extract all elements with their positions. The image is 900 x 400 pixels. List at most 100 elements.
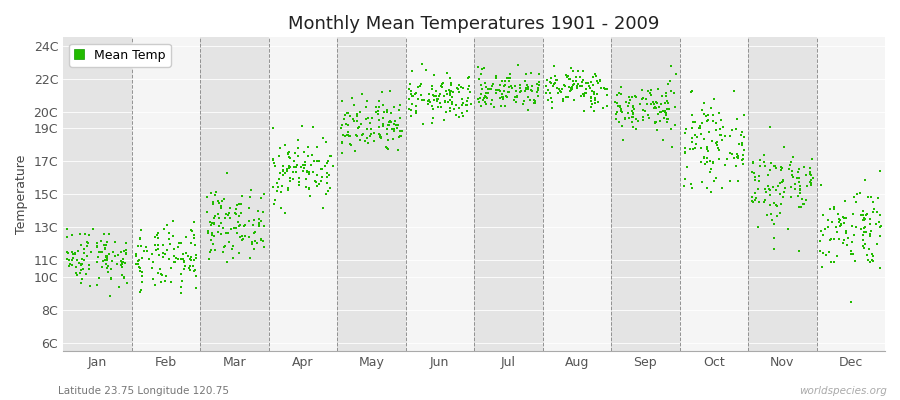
Point	[375, 121, 390, 128]
Point	[382, 118, 397, 124]
Point	[661, 116, 675, 122]
Point	[495, 91, 509, 98]
Point	[236, 236, 250, 242]
Point	[799, 197, 814, 204]
Point	[802, 164, 816, 171]
Point	[760, 212, 774, 218]
Point	[547, 62, 562, 69]
Point	[359, 126, 374, 132]
Point	[616, 137, 630, 144]
Point	[372, 130, 386, 137]
Point	[571, 68, 585, 74]
Point	[736, 146, 751, 153]
Point	[166, 218, 180, 224]
Point	[302, 168, 316, 175]
Point	[335, 150, 349, 156]
Point	[376, 122, 391, 129]
Point	[856, 217, 870, 223]
Point	[735, 129, 750, 135]
Point	[223, 225, 238, 232]
Point	[678, 148, 692, 155]
Point	[762, 166, 777, 173]
Point	[860, 210, 874, 217]
Point	[644, 90, 658, 96]
Point	[625, 118, 639, 125]
Point	[76, 257, 91, 264]
Point	[773, 167, 788, 174]
Point	[668, 122, 682, 128]
Point	[629, 94, 643, 100]
Point	[405, 101, 419, 107]
Point	[411, 96, 426, 102]
Point	[449, 111, 464, 118]
Point	[288, 169, 302, 175]
Point	[403, 107, 418, 114]
Point	[862, 258, 877, 265]
Point	[302, 185, 316, 191]
Point	[590, 99, 605, 105]
Point	[445, 88, 459, 94]
Point	[200, 209, 214, 215]
Point	[548, 73, 562, 80]
Point	[472, 76, 486, 82]
Point	[660, 116, 674, 122]
Point	[326, 163, 340, 170]
Point	[487, 104, 501, 110]
Point	[299, 176, 313, 182]
Point	[257, 244, 272, 250]
Bar	[474, 37, 543, 351]
Point	[80, 238, 94, 245]
Point	[439, 88, 454, 94]
Point	[583, 95, 598, 102]
Point	[849, 199, 863, 205]
Point	[575, 78, 590, 85]
Point	[857, 215, 871, 222]
Point	[836, 220, 850, 226]
Point	[752, 178, 767, 185]
Point	[767, 221, 781, 227]
Point	[518, 86, 533, 92]
Point	[238, 233, 252, 240]
Point	[219, 211, 233, 217]
Point	[650, 126, 664, 133]
Point	[562, 84, 576, 90]
Point	[497, 88, 511, 95]
Point	[188, 252, 202, 258]
Point	[652, 104, 666, 110]
Point	[410, 84, 425, 90]
Point	[683, 180, 698, 187]
Point	[508, 99, 523, 105]
Point	[270, 180, 284, 186]
Point	[167, 259, 182, 265]
Point	[871, 219, 886, 226]
Point	[455, 102, 470, 108]
Point	[856, 212, 870, 219]
Point	[380, 106, 394, 113]
Bar	[337, 37, 406, 351]
Point	[366, 130, 381, 136]
Point	[647, 104, 662, 111]
Point	[141, 256, 156, 262]
Point	[437, 98, 452, 105]
Point	[476, 95, 491, 101]
Point	[402, 96, 417, 103]
Point	[709, 140, 724, 146]
Point	[773, 164, 788, 170]
Point	[823, 237, 837, 243]
Point	[483, 86, 498, 92]
Point	[179, 234, 194, 241]
Point	[447, 106, 462, 112]
Point	[301, 152, 315, 159]
Point	[345, 95, 359, 102]
Point	[588, 97, 602, 104]
Point	[388, 118, 402, 124]
Point	[694, 159, 708, 166]
Point	[120, 280, 134, 286]
Point	[68, 251, 82, 257]
Point	[382, 119, 397, 126]
Point	[449, 102, 464, 108]
Point	[461, 75, 475, 81]
Point	[462, 74, 476, 81]
Point	[203, 219, 218, 225]
Point	[275, 166, 290, 173]
